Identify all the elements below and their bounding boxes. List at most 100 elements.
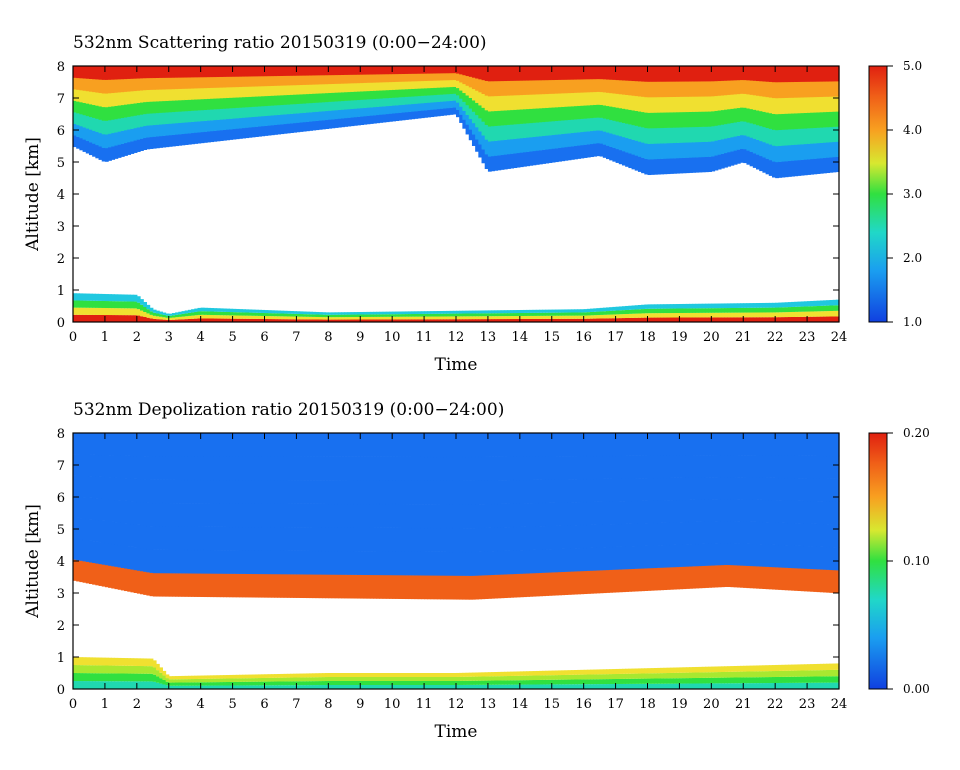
y-tick-label: 6 <box>57 124 65 139</box>
low-layer-cell <box>449 316 454 320</box>
low-layer-cell <box>465 684 470 689</box>
low-layer-cell <box>168 317 173 320</box>
low-layer-cell <box>360 685 365 689</box>
cloud-cell <box>293 503 298 528</box>
cloud-cell <box>762 81 767 97</box>
cloud-cell <box>711 477 716 500</box>
cloud-cell <box>312 433 317 457</box>
cloud-cell <box>507 527 511 551</box>
cloud-cell <box>621 433 626 456</box>
cloud-cell <box>366 82 371 92</box>
cloud-cell <box>245 550 250 574</box>
cloud-cell <box>711 543 716 566</box>
cloud-cell <box>475 127 479 140</box>
cloud-cell <box>108 565 112 588</box>
cloud-cell <box>353 116 358 126</box>
low-layer-cell <box>692 672 696 679</box>
cloud-cell <box>507 66 511 81</box>
cloud-cell <box>462 433 467 458</box>
cloud-cell <box>127 478 132 502</box>
low-layer-cell <box>449 313 454 317</box>
low-layer-cell <box>95 307 100 315</box>
low-layer-cell <box>149 311 154 315</box>
cloud-cell <box>647 500 652 524</box>
cloud-cell <box>456 80 460 89</box>
cloud-cell <box>631 433 636 456</box>
low-layer-cell <box>765 302 770 308</box>
low-layer-cell <box>829 305 834 311</box>
cloud-cell <box>315 93 320 103</box>
low-layer-cell <box>229 318 234 322</box>
cloud-cell <box>155 549 160 574</box>
cloud-cell <box>143 66 148 79</box>
low-layer-cell <box>666 678 671 684</box>
cloud-cell <box>197 549 202 574</box>
low-layer-cell <box>353 317 358 320</box>
low-layer-cell <box>459 676 463 681</box>
cloud-cell <box>580 478 585 503</box>
cloud-cell <box>743 107 748 122</box>
cloud-cell <box>523 479 527 504</box>
low-layer-cell <box>459 319 463 322</box>
cloud-cell <box>299 94 304 104</box>
cloud-cell <box>567 92 572 107</box>
cloud-cell <box>800 66 805 82</box>
cloud-cell <box>133 478 138 502</box>
low-layer-cell <box>219 311 224 316</box>
low-layer-cell <box>535 670 540 676</box>
low-layer-cell <box>545 684 550 689</box>
low-layer-cell <box>101 681 106 689</box>
cloud-cell <box>248 117 253 128</box>
cloud-cell <box>207 98 211 110</box>
low-layer-cell <box>478 676 483 681</box>
cloud-cell <box>452 86 457 94</box>
low-layer-cell <box>254 318 259 322</box>
low-layer-cell <box>487 319 492 322</box>
cloud-cell <box>309 527 313 551</box>
cloud-cell <box>669 567 674 590</box>
cloud-cell <box>487 111 492 127</box>
low-layer-cell <box>194 318 199 322</box>
cloud-cell <box>564 133 569 148</box>
low-layer-cell <box>628 317 633 322</box>
low-layer-cell <box>590 679 594 685</box>
low-layer-cell <box>669 667 674 673</box>
low-layer-cell <box>462 310 467 314</box>
low-layer-cell <box>388 316 393 320</box>
cloud-cell <box>494 140 499 156</box>
cloud-cell <box>724 109 728 125</box>
cloud-cell <box>242 456 246 481</box>
x-tick-label: 2 <box>133 330 141 345</box>
low-layer-cell <box>701 666 706 673</box>
cloud-cell <box>251 76 256 87</box>
cloud-cell <box>440 94 444 102</box>
cloud-cell <box>529 433 534 457</box>
low-layer-cell <box>692 667 696 673</box>
low-layer-cell <box>762 312 767 318</box>
cloud-cell <box>736 93 741 109</box>
cloud-cell <box>567 146 572 161</box>
cloud-cell <box>673 66 677 82</box>
low-layer-cell <box>433 677 438 681</box>
cloud-cell <box>328 456 333 481</box>
cloud-cell <box>366 90 371 100</box>
low-layer-cell <box>465 319 470 322</box>
cloud-cell <box>408 104 412 112</box>
low-layer-cell <box>267 685 272 689</box>
cloud-cell <box>235 433 240 457</box>
cloud-cell <box>481 433 486 457</box>
cloud-cell <box>143 137 148 150</box>
low-layer-cell <box>309 685 313 689</box>
cloud-cell <box>207 433 211 457</box>
cloud-cell <box>264 75 269 87</box>
cloud-cell <box>532 122 537 137</box>
low-layer-cell <box>398 316 403 320</box>
cloud-cell <box>152 549 157 574</box>
cloud-cell <box>149 526 154 550</box>
cloud-cell <box>698 521 703 544</box>
low-layer-cell <box>688 667 693 673</box>
low-layer-cell <box>248 678 253 682</box>
low-layer-cell <box>98 300 103 308</box>
low-layer-cell <box>653 308 658 314</box>
low-layer-cell <box>85 314 90 322</box>
